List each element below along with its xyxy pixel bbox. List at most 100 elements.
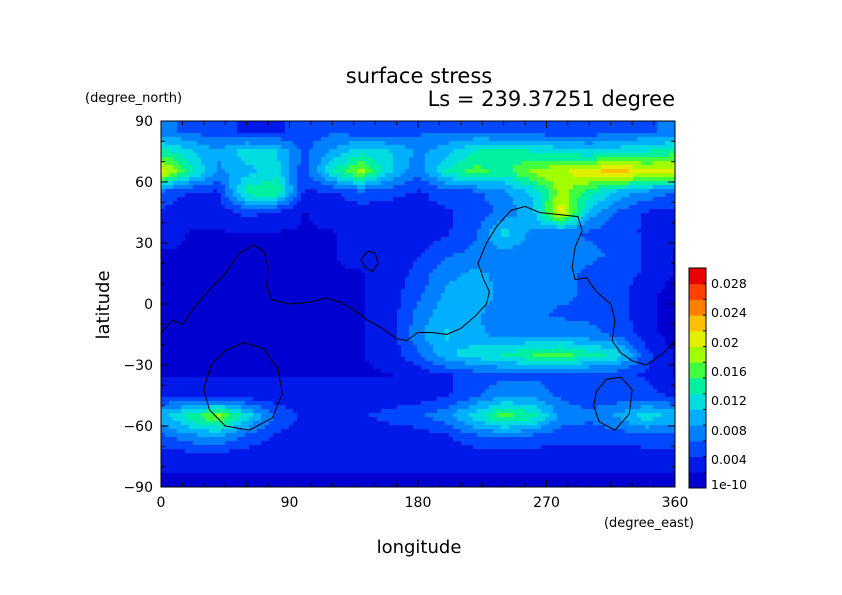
heatmap-cell [457, 209, 462, 214]
heatmap-cell [649, 165, 654, 170]
heatmap-cell [461, 209, 466, 214]
heatmap-cell [445, 125, 450, 130]
heatmap-cell [257, 177, 262, 182]
heatmap-cell [437, 149, 442, 154]
heatmap-cell [489, 137, 494, 142]
heatmap-cell [481, 137, 486, 142]
heatmap-cell [189, 145, 194, 150]
heatmap-cell [569, 185, 574, 190]
heatmap-cell [617, 193, 622, 198]
heatmap-cell [313, 165, 318, 170]
heatmap-cell [661, 225, 666, 230]
heatmap-cell [481, 169, 486, 174]
heatmap-cell [437, 181, 442, 186]
heatmap-cell [417, 137, 422, 142]
heatmap-cell [533, 181, 538, 186]
heatmap-cell [449, 201, 454, 206]
heatmap-cell [261, 237, 266, 242]
heatmap-cell [633, 173, 638, 178]
heatmap-cell [293, 229, 298, 234]
heatmap-cell [297, 221, 302, 226]
heatmap-cell [661, 213, 666, 218]
heatmap-cell [265, 165, 270, 170]
heatmap-cell [253, 197, 258, 202]
heatmap-cell [261, 189, 266, 194]
heatmap-cell [593, 185, 598, 190]
heatmap-cell [185, 273, 190, 278]
heatmap-cell [469, 197, 474, 202]
heatmap-cell [353, 129, 358, 134]
heatmap-cell [293, 189, 298, 194]
heatmap-cell [373, 177, 378, 182]
heatmap-cell [177, 229, 182, 234]
chart-subtitle: Ls = 239.37251 degree [428, 87, 675, 111]
heatmap-cell [349, 141, 354, 146]
heatmap-cell [361, 121, 366, 126]
heatmap-cell [185, 125, 190, 130]
heatmap-cell [653, 221, 658, 226]
heatmap-cell [533, 165, 538, 170]
heatmap-cell [541, 249, 546, 254]
heatmap-cell [281, 229, 286, 234]
heatmap-cell [497, 261, 502, 266]
heatmap-cell [469, 213, 474, 218]
heatmap-cell [453, 209, 458, 214]
heatmap-cell [173, 225, 178, 230]
heatmap-cell [457, 253, 462, 258]
heatmap-cell [493, 257, 498, 262]
heatmap-cell [645, 249, 650, 254]
heatmap-cell [481, 125, 486, 130]
heatmap-cell [321, 213, 326, 218]
heatmap-cell [421, 245, 426, 250]
heatmap-cell [381, 249, 386, 254]
heatmap-cell [233, 265, 238, 270]
heatmap-cell [385, 237, 390, 242]
heatmap-cell [285, 265, 290, 270]
heatmap-cell [417, 213, 422, 218]
heatmap-cell [521, 177, 526, 182]
heatmap-cell [201, 265, 206, 270]
heatmap-cell [373, 209, 378, 214]
heatmap-cell [645, 221, 650, 226]
heatmap-cell [257, 133, 262, 138]
heatmap-cell [613, 185, 618, 190]
heatmap-cell [613, 133, 618, 138]
heatmap-cell [633, 169, 638, 174]
heatmap-cell [317, 137, 322, 142]
heatmap-cell [329, 253, 334, 258]
heatmap-cell [301, 229, 306, 234]
heatmap-cell [441, 141, 446, 146]
heatmap-cell [517, 257, 522, 262]
heatmap-cell [537, 145, 542, 150]
heatmap-cell [313, 197, 318, 202]
heatmap-cell [653, 149, 658, 154]
heatmap-cell [293, 197, 298, 202]
heatmap-cell [217, 121, 222, 126]
heatmap-cell [237, 133, 242, 138]
heatmap-cell [213, 169, 218, 174]
heatmap-cell [621, 157, 626, 162]
heatmap-cell [661, 253, 666, 258]
heatmap-cell [281, 181, 286, 186]
heatmap-cell [277, 261, 282, 266]
heatmap-cell [233, 229, 238, 234]
heatmap-cell [161, 137, 166, 142]
heatmap-cell [325, 125, 330, 130]
heatmap-cell [541, 169, 546, 174]
heatmap-cell [165, 189, 170, 194]
heatmap-cell [261, 273, 266, 278]
heatmap-cell [417, 253, 422, 258]
heatmap-cell [281, 269, 286, 274]
heatmap-cell [249, 237, 254, 242]
heatmap-cell [441, 169, 446, 174]
heatmap-cell [305, 129, 310, 134]
heatmap-cell [257, 233, 262, 238]
heatmap-cell [325, 265, 330, 270]
heatmap-cell [321, 185, 326, 190]
heatmap-cell [341, 225, 346, 230]
heatmap-cell [205, 265, 210, 270]
heatmap-cell [489, 213, 494, 218]
heatmap-cell [169, 201, 174, 206]
heatmap-cell [425, 205, 430, 210]
heatmap-cell [657, 221, 662, 226]
